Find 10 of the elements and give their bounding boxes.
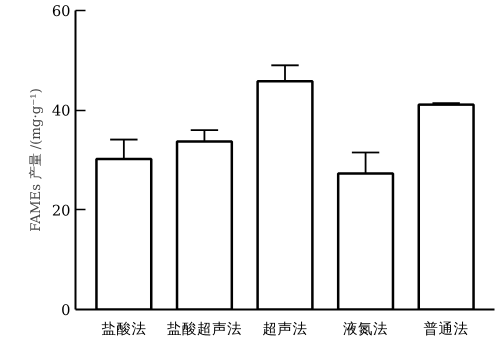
- y-axis-title: FAMEs 产量 /(mg·g⁻¹): [28, 88, 44, 232]
- x-tick-label: 普通法: [424, 320, 469, 338]
- y-tick-label: 40: [52, 102, 71, 120]
- x-tick-label: 盐酸法: [101, 320, 146, 338]
- x-tick-label: 超声法: [262, 320, 308, 338]
- y-tick-label: 60: [52, 3, 71, 20]
- y-tick-label: 0: [61, 302, 71, 319]
- y-tick-label: 20: [52, 202, 71, 220]
- x-tick-label: 液氮法: [343, 320, 388, 338]
- x-tick-label: 盐酸超声法: [166, 320, 242, 338]
